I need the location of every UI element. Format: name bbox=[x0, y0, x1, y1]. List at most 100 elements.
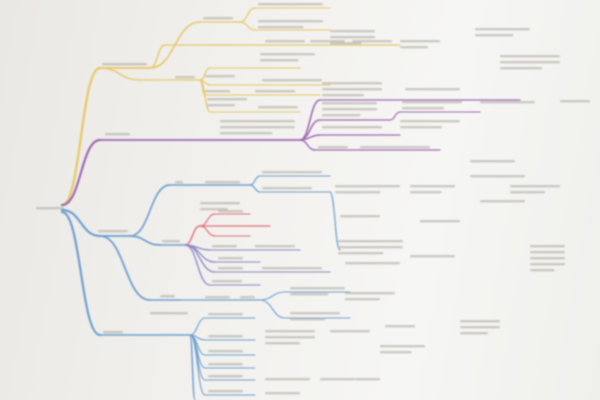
branch-line bbox=[199, 225, 216, 237]
illegible-node-text bbox=[290, 287, 345, 290]
illegible-node-text bbox=[205, 181, 240, 184]
illegible-node-text bbox=[262, 171, 322, 174]
illegible-node-text bbox=[410, 185, 455, 188]
illegible-node-text bbox=[530, 269, 555, 272]
branch-line bbox=[60, 66, 102, 207]
branch-line bbox=[149, 44, 166, 69]
branch-line bbox=[299, 139, 316, 151]
illegible-node-text bbox=[208, 375, 243, 378]
illegible-node-text bbox=[208, 363, 243, 366]
illegible-node-text bbox=[290, 318, 325, 321]
illegible-node-text bbox=[560, 100, 590, 103]
illegible-node-text bbox=[290, 293, 329, 296]
illegible-node-text bbox=[205, 296, 230, 299]
illegible-node-text bbox=[255, 90, 295, 93]
illegible-node-text bbox=[330, 42, 362, 45]
illegible-node-text bbox=[205, 90, 230, 93]
illegible-node-text bbox=[400, 46, 428, 49]
illegible-node-text bbox=[405, 88, 460, 91]
illegible-node-text bbox=[340, 215, 380, 218]
illegible-node-text bbox=[530, 245, 565, 248]
branch-line bbox=[99, 235, 151, 301]
illegible-node-text bbox=[220, 120, 295, 123]
illegible-node-text bbox=[160, 295, 175, 298]
illegible-node-text bbox=[420, 220, 460, 223]
branch-line bbox=[199, 213, 216, 227]
illegible-node-text bbox=[240, 296, 255, 299]
illegible-node-text bbox=[258, 106, 298, 109]
illegible-node-text bbox=[322, 126, 382, 129]
illegible-node-text bbox=[220, 126, 295, 129]
illegible-node-text bbox=[255, 245, 295, 248]
illegible-node-text bbox=[402, 107, 444, 110]
branch-line bbox=[184, 244, 211, 286]
illegible-node-text bbox=[207, 104, 235, 107]
illegible-node-text bbox=[335, 191, 381, 194]
illegible-node-text bbox=[262, 267, 322, 270]
illegible-node-text bbox=[260, 59, 299, 62]
illegible-node-text bbox=[460, 320, 500, 323]
illegible-node-text bbox=[318, 146, 348, 149]
illegible-node-text bbox=[36, 207, 64, 210]
illegible-node-text bbox=[322, 114, 361, 117]
illegible-node-text bbox=[530, 257, 565, 260]
illegible-node-text bbox=[320, 378, 355, 381]
illegible-node-text bbox=[265, 378, 310, 381]
illegible-node-text bbox=[402, 101, 462, 104]
illegible-node-text bbox=[500, 67, 542, 70]
illegible-node-text bbox=[322, 102, 377, 105]
illegible-node-text bbox=[322, 82, 382, 85]
illegible-node-text bbox=[380, 351, 412, 354]
branch-line bbox=[99, 67, 141, 81]
illegible-node-text bbox=[480, 101, 535, 104]
illegible-node-text bbox=[310, 40, 345, 43]
illegible-node-text bbox=[335, 185, 400, 188]
illegible-node-text bbox=[345, 262, 400, 265]
illegible-node-text bbox=[218, 257, 243, 260]
illegible-node-text bbox=[103, 331, 123, 334]
illegible-node-text bbox=[410, 191, 442, 194]
illegible-node-text bbox=[338, 246, 403, 249]
illegible-node-text bbox=[530, 251, 565, 254]
illegible-node-text bbox=[175, 76, 195, 79]
branch-line bbox=[60, 208, 102, 238]
illegible-node-text bbox=[265, 330, 315, 333]
illegible-node-text bbox=[207, 98, 247, 101]
illegible-node-text bbox=[338, 252, 384, 255]
illegible-node-text bbox=[470, 175, 525, 178]
illegible-node-text bbox=[322, 94, 364, 97]
illegible-node-text bbox=[258, 20, 323, 23]
branch-line bbox=[249, 184, 261, 193]
illegible-node-text bbox=[175, 181, 183, 184]
illegible-node-text bbox=[200, 202, 240, 205]
illegible-node-text bbox=[265, 392, 300, 395]
illegible-node-text bbox=[150, 312, 188, 315]
branch-line bbox=[129, 184, 171, 237]
illegible-node-text bbox=[322, 88, 382, 91]
illegible-node-text bbox=[208, 350, 243, 353]
illegible-node-text bbox=[260, 53, 315, 56]
illegible-node-text bbox=[380, 345, 425, 348]
branch-line bbox=[199, 67, 211, 81]
illegible-node-text bbox=[475, 34, 514, 37]
illegible-node-text bbox=[212, 245, 237, 248]
illegible-node-text bbox=[510, 191, 545, 194]
illegible-node-text bbox=[265, 336, 315, 339]
branch-line bbox=[239, 21, 256, 31]
branch-line bbox=[184, 225, 201, 246]
illegible-node-text bbox=[262, 187, 312, 190]
branch-line bbox=[329, 191, 341, 251]
illegible-node-text bbox=[258, 26, 304, 29]
illegible-node-text bbox=[200, 208, 228, 211]
illegible-node-text bbox=[510, 185, 560, 188]
branch-line bbox=[259, 291, 286, 301]
illegible-node-text bbox=[330, 330, 370, 333]
illegible-node-text bbox=[102, 63, 147, 66]
branch-line bbox=[249, 175, 261, 186]
branch-line bbox=[189, 334, 196, 400]
illegible-node-text bbox=[330, 36, 375, 39]
illegible-node-text bbox=[162, 240, 180, 243]
illegible-node-text bbox=[218, 210, 243, 213]
